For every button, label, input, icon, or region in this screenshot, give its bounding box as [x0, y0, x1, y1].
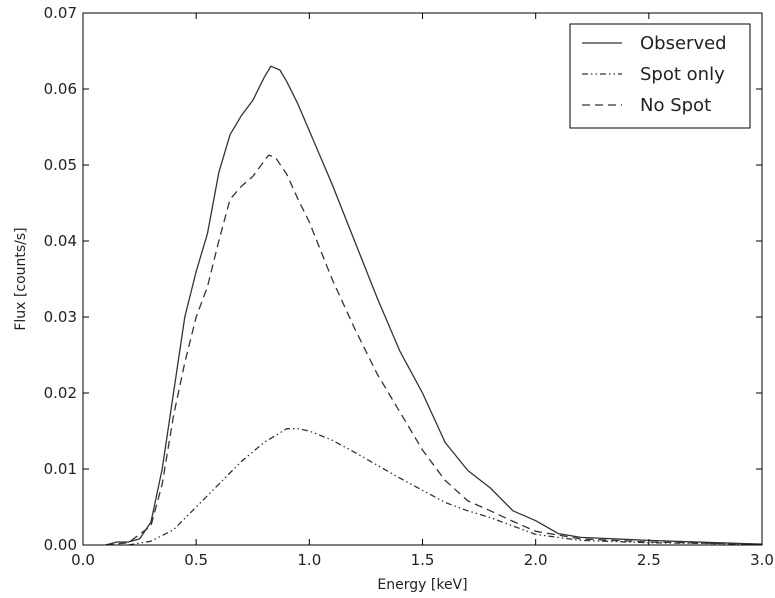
x-axis-label: Energy [keV]: [377, 577, 467, 593]
x-tick-label: 0.0: [71, 551, 95, 569]
y-tick-label: 0.02: [44, 384, 77, 402]
legend-label: Observed: [640, 33, 727, 54]
x-tick-label: 1.0: [297, 551, 321, 569]
y-tick-label: 0.01: [44, 460, 77, 478]
tick-labels: 0.0 0.5 1.0 1.5 2.0 2.5 3.0 0.00 0.01 0.02 0.03 0.0…: [44, 4, 774, 569]
x-tick-label: 2.5: [637, 551, 661, 569]
series-line-observed: [105, 65, 762, 545]
y-tick-label: 0.06: [44, 80, 77, 98]
series-line-no-spot: [105, 154, 762, 545]
legend-label: No Spot: [640, 95, 711, 116]
y-tick-label: 0.00: [44, 536, 77, 554]
x-tick-label: 1.5: [411, 551, 435, 569]
y-axis-label: Flux [counts/s]: [13, 227, 29, 330]
y-tick-label: 0.05: [44, 156, 77, 174]
x-tick-label: 0.5: [184, 551, 208, 569]
legend: Observed Spot only No Spot: [569, 23, 751, 129]
legend-label: Spot only: [640, 64, 725, 85]
y-tick-label: 0.03: [44, 308, 77, 326]
series-layer: [105, 65, 762, 545]
series-line-spot-only: [128, 428, 762, 545]
y-tick-label: 0.04: [44, 232, 77, 250]
x-tick-label: 2.0: [524, 551, 548, 569]
y-tick-label: 0.07: [44, 4, 77, 22]
x-tick-label: 3.0: [750, 551, 774, 569]
legend-box: [569, 23, 751, 129]
ticks-layer: [82, 12, 763, 546]
